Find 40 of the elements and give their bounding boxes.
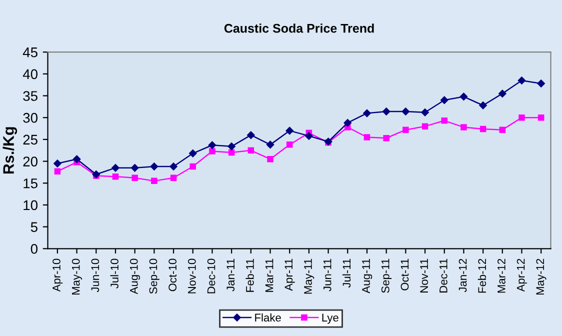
x-tick-label: Nov-11 [420,258,428,292]
x-tick-label: Mar-11 [265,258,274,292]
x-tick-label: May-12 [536,258,546,294]
x-tick-label: May-10 [72,258,82,294]
y-axis-title: Rs./Kg [2,127,18,174]
x-tick-label: May-11 [304,258,314,294]
x-tick-label: Mar-12 [498,258,506,293]
x-tick-label: Feb-11 [246,258,254,292]
y-tick-label: 35 [23,91,38,101]
chart-title: Caustic Soda Price Trend [224,24,374,33]
y-tick-label: 30 [23,112,38,123]
x-tick-label: Aug-10 [130,258,140,294]
x-tick-label: Apr-12 [516,258,527,292]
y-tick-label: 10 [24,200,38,210]
x-tick-label: Jun-11 [324,258,332,292]
x-tick-label: Nov-10 [188,258,196,294]
legend-label: Lye [322,314,338,324]
x-tick-label: Sep-11 [381,258,392,293]
x-tick-label: Feb-12 [478,258,486,293]
x-tick-label: Oct-10 [168,258,176,292]
x-tick-label: Jun-10 [91,258,100,292]
x-tick-label: Apr-10 [52,258,63,292]
y-tick-label: 40 [22,69,38,80]
x-tick-label: Oct-11 [400,258,409,290]
x-tick-label: Jan-11 [226,258,235,292]
y-tick-label: 5 [30,222,38,232]
x-tick-label: Apr-11 [284,258,295,291]
legend-label: Flake [255,313,281,322]
y-tick-label: 25 [23,134,38,145]
x-tick-label: Sep-10 [149,258,160,294]
x-tick-label: Dec-10 [207,258,216,294]
y-tick-label: 15 [24,178,38,188]
y-tick-label: 0 [30,244,38,254]
x-tick-label: Jul-11 [342,258,351,288]
x-tick-label: Aug-11 [362,258,372,294]
x-tick-label: Jan-12 [458,258,467,292]
x-tick-label: Dec-11 [440,258,448,292]
y-tick-label: 20 [23,156,38,166]
y-tick-label: 45 [22,48,38,58]
x-tick-label: Jul-10 [110,258,118,288]
